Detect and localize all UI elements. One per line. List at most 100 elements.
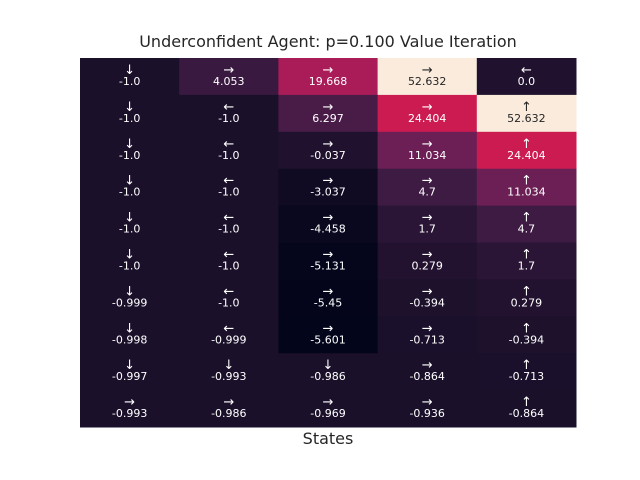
cell-arrow-r7-c4: ↑ bbox=[521, 321, 532, 336]
heatmap-cell-r3-c0 bbox=[80, 168, 180, 207]
cell-arrow-r3-c3: → bbox=[422, 174, 433, 189]
heatmap-cell-r1-c1 bbox=[179, 94, 279, 133]
heatmap-cell-r9-c4 bbox=[476, 390, 577, 428]
cell-value-r5-c0: -1.0 bbox=[119, 260, 140, 273]
cell-arrow-r2-c1: ← bbox=[223, 137, 234, 152]
cell-arrow-r7-c1: ← bbox=[223, 321, 234, 336]
cell-arrow-r9-c2: → bbox=[323, 395, 334, 410]
cell-arrow-r6-c4: ↑ bbox=[521, 284, 532, 299]
cell-value-r6-c4: 0.279 bbox=[511, 296, 543, 309]
cell-value-r6-c2: -5.45 bbox=[314, 296, 342, 309]
cell-arrow-r7-c3: → bbox=[422, 321, 433, 336]
cell-arrow-r8-c1: ↓ bbox=[223, 358, 234, 373]
cell-arrow-r3-c2: → bbox=[323, 174, 334, 189]
heatmap-cell-r3-c4 bbox=[476, 168, 577, 207]
cell-value-r6-c0: -0.999 bbox=[112, 296, 147, 309]
cell-value-r2-c1: -1.0 bbox=[218, 149, 239, 162]
cell-arrow-r2-c3: → bbox=[422, 137, 433, 152]
cell-arrow-r8-c4: ↑ bbox=[521, 358, 532, 373]
cell-value-r1-c1: -1.0 bbox=[218, 112, 239, 125]
heatmap-cell-r7-c4 bbox=[476, 316, 577, 354]
chart-title: Underconfident Agent: p=0.100 Value Iter… bbox=[139, 32, 517, 51]
heatmap-cell-r2-c0 bbox=[80, 131, 180, 170]
cell-value-r7-c1: -0.999 bbox=[211, 333, 246, 346]
cell-arrow-r7-c2: → bbox=[323, 321, 334, 336]
heatmap-cell-r6-c4 bbox=[476, 279, 577, 317]
cell-arrow-r6-c0: ↓ bbox=[124, 284, 135, 299]
cell-value-r3-c0: -1.0 bbox=[119, 186, 140, 199]
cell-value-r7-c2: -5.601 bbox=[310, 333, 345, 346]
cell-arrow-r4-c0: ↓ bbox=[124, 211, 135, 226]
heatmap-cell-r1-c3 bbox=[377, 94, 478, 133]
cell-value-r8-c2: -0.986 bbox=[310, 370, 345, 383]
cell-value-r5-c4: 1.7 bbox=[518, 260, 536, 273]
cell-value-r5-c2: -5.131 bbox=[310, 260, 345, 273]
cell-arrow-r6-c3: → bbox=[422, 284, 433, 299]
cell-value-r0-c2: 19.668 bbox=[309, 75, 348, 88]
cell-arrow-r7-c0: ↓ bbox=[124, 321, 135, 336]
cell-arrow-r5-c2: → bbox=[323, 248, 334, 263]
cell-value-r7-c3: -0.713 bbox=[409, 333, 444, 346]
heatmap-cell-r6-c2 bbox=[278, 279, 379, 317]
heatmap-cell-r0-c2 bbox=[278, 58, 379, 96]
cell-arrow-r9-c4: ↑ bbox=[521, 395, 532, 410]
heatmap-cell-r7-c3 bbox=[377, 316, 478, 354]
cell-value-r3-c4: 11.034 bbox=[507, 186, 546, 199]
heatmap-cell-r8-c4 bbox=[476, 353, 577, 391]
heatmap-cell-r8-c2 bbox=[278, 353, 379, 391]
cell-arrow-r1-c0: ↓ bbox=[124, 100, 135, 115]
heatmap-cell-r8-c0 bbox=[80, 353, 180, 391]
cell-value-r5-c1: -1.0 bbox=[218, 260, 239, 273]
cell-arrow-r4-c4: ↑ bbox=[521, 211, 532, 226]
cell-arrow-r0-c0: ↓ bbox=[124, 63, 135, 78]
cell-value-r4-c3: 1.7 bbox=[418, 223, 436, 236]
heatmap-cell-r8-c1 bbox=[179, 353, 279, 391]
cell-value-r3-c3: 4.7 bbox=[418, 186, 436, 199]
heatmap-cell-r1-c2 bbox=[278, 94, 379, 133]
heatmap-cell-labels: ↓-1.0→4.053→19.668→52.632←0.0↓-1.0←-1.0→… bbox=[112, 63, 546, 420]
cell-value-r3-c2: -3.037 bbox=[310, 186, 345, 199]
heatmap-cell-r4-c4 bbox=[476, 205, 577, 243]
cell-value-r9-c3: -0.936 bbox=[409, 407, 444, 420]
cell-value-r9-c0: -0.993 bbox=[112, 407, 147, 420]
cell-value-r7-c0: -0.998 bbox=[112, 333, 147, 346]
cell-value-r2-c2: -0.037 bbox=[310, 149, 345, 162]
cell-arrow-r9-c3: → bbox=[422, 395, 433, 410]
cell-arrow-r5-c1: ← bbox=[223, 248, 234, 263]
cell-arrow-r4-c1: ← bbox=[223, 211, 234, 226]
cell-value-r0-c0: -1.0 bbox=[119, 75, 140, 88]
heatmap-cell-r2-c3 bbox=[377, 131, 478, 170]
cell-arrow-r4-c3: → bbox=[422, 211, 433, 226]
cell-arrow-r6-c2: → bbox=[323, 284, 334, 299]
heatmap-cell-r6-c3 bbox=[377, 279, 478, 317]
cell-arrow-r2-c2: → bbox=[323, 137, 334, 152]
cell-value-r0-c1: 4.053 bbox=[213, 75, 245, 88]
cell-value-r0-c3: 52.632 bbox=[408, 75, 447, 88]
heatmap-cell-r0-c0 bbox=[80, 58, 180, 96]
cell-value-r6-c3: -0.394 bbox=[409, 296, 444, 309]
cell-value-r8-c3: -0.864 bbox=[409, 370, 444, 383]
heatmap-cell-r3-c3 bbox=[377, 168, 478, 207]
cell-arrow-r3-c0: ↓ bbox=[124, 174, 135, 189]
heatmap-cell-r9-c1 bbox=[179, 390, 279, 428]
heatmap-cell-r8-c3 bbox=[377, 353, 478, 391]
cell-arrow-r8-c2: ↓ bbox=[323, 358, 334, 373]
cell-value-r1-c4: 52.632 bbox=[507, 112, 546, 125]
cell-arrow-r5-c3: → bbox=[422, 248, 433, 263]
heatmap-cell-r2-c4 bbox=[476, 131, 577, 170]
heatmap-cell-r5-c2 bbox=[278, 242, 379, 280]
heatmap-cell-r0-c4 bbox=[476, 58, 577, 96]
cell-value-r0-c4: 0.0 bbox=[518, 75, 536, 88]
cell-value-r9-c4: -0.864 bbox=[509, 407, 544, 420]
heatmap-cell-r4-c3 bbox=[377, 205, 478, 243]
cell-value-r3-c1: -1.0 bbox=[218, 186, 239, 199]
cell-arrow-r8-c0: ↓ bbox=[124, 358, 135, 373]
heatmap-cell-r7-c0 bbox=[80, 316, 180, 354]
heatmap-cell-r2-c1 bbox=[179, 131, 279, 170]
heatmap-cell-r3-c2 bbox=[278, 168, 379, 207]
heatmap-cell-r0-c1 bbox=[179, 58, 279, 96]
heatmap-cell-r2-c2 bbox=[278, 131, 379, 170]
cell-value-r4-c1: -1.0 bbox=[218, 223, 239, 236]
heatmap-cell-r1-c4 bbox=[476, 94, 577, 133]
cell-value-r8-c0: -0.997 bbox=[112, 370, 147, 383]
